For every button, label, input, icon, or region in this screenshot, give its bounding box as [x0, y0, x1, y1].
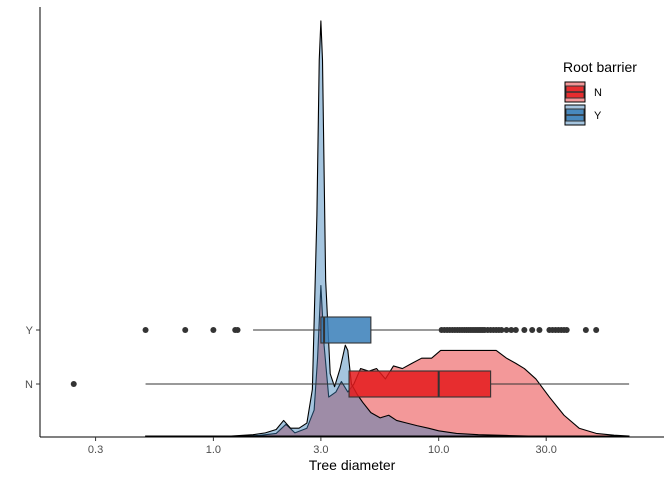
boxplot-y-box — [320, 316, 372, 344]
boxplot-y-outlier — [210, 327, 217, 333]
x-tick-label: 0.3 — [88, 444, 103, 456]
x-tick-label: 10.0 — [428, 444, 449, 456]
x-axis-ticks: 0.3 1.0 3.0 10.0 30.0 — [88, 437, 557, 456]
boxplot-y-outlier — [234, 327, 241, 333]
y-tick-label: N — [25, 379, 33, 391]
density-y — [230, 20, 529, 437]
y-tick-label: Y — [26, 325, 34, 337]
boxplot-n-outlier — [70, 381, 77, 387]
legend-label-n: N — [594, 87, 602, 99]
boxplot-y-outlier — [512, 327, 519, 333]
boxplot-y-outlier — [503, 327, 510, 333]
boxplot-layer — [70, 316, 630, 398]
boxplot-y-outlier — [182, 327, 189, 333]
legend-title: Root barrier — [563, 59, 637, 75]
y-axis-ticks: NY — [25, 325, 40, 391]
x-tick-label: 30.0 — [535, 444, 556, 456]
x-axis-title: Tree diameter — [309, 457, 396, 473]
boxplot-y-outlier — [521, 327, 528, 333]
boxplot-y-outlier — [582, 327, 589, 333]
boxplot-y-outlier — [142, 327, 149, 333]
boxplot-y-outlier — [563, 327, 570, 333]
density-n — [145, 285, 630, 437]
boxplot-n-box — [348, 370, 492, 398]
legend: Root barrier NY — [563, 59, 637, 126]
boxplot-y-outlier — [508, 327, 515, 333]
boxplot-y-outlier — [498, 327, 505, 333]
legend-label-y: Y — [594, 110, 602, 122]
boxplot-y-outlier — [536, 327, 543, 333]
boxplot-y-outlier — [593, 327, 600, 333]
x-tick-label: 1.0 — [206, 444, 221, 456]
density-layer — [145, 20, 630, 437]
boxplot-y-outlier — [529, 327, 536, 333]
x-tick-label: 3.0 — [313, 444, 328, 456]
